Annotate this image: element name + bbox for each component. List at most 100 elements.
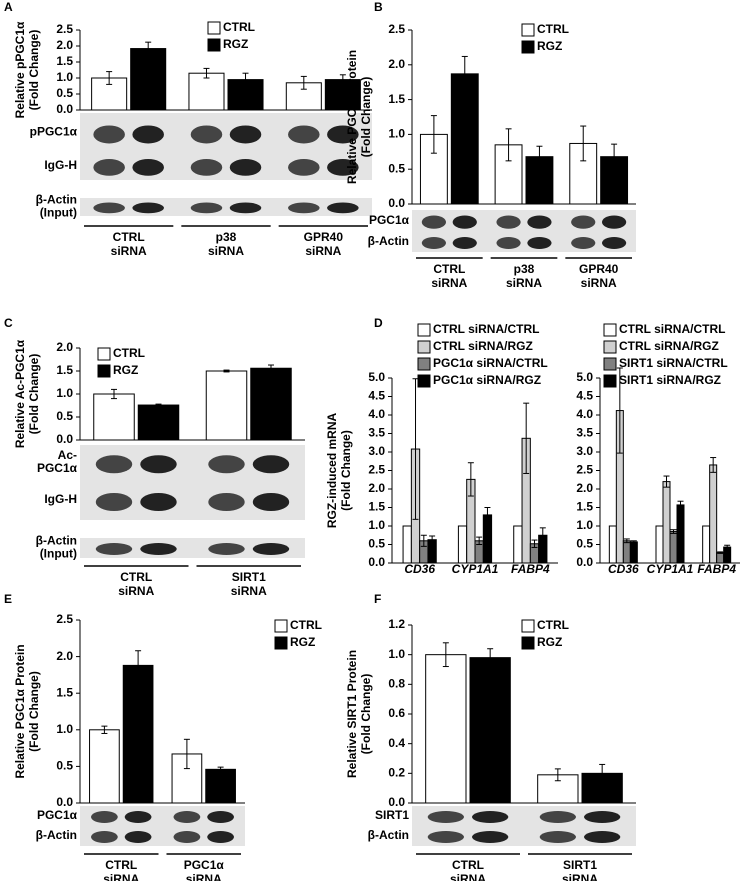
blot-band bbox=[91, 811, 118, 823]
blot bbox=[80, 152, 372, 180]
blot-label: (Input) bbox=[40, 547, 77, 561]
blot-band bbox=[496, 215, 521, 229]
blot-label: β-Actin bbox=[368, 828, 409, 842]
blot-band bbox=[421, 215, 446, 229]
blot-band bbox=[427, 831, 464, 843]
bar bbox=[622, 540, 631, 564]
blot-band bbox=[288, 159, 320, 176]
blot-band bbox=[91, 831, 118, 843]
blot-band bbox=[93, 202, 125, 214]
y-tick-label: 2.5 bbox=[388, 22, 405, 36]
panel-letter: C bbox=[4, 316, 13, 330]
y-axis-title-line: (Fold Change) bbox=[27, 671, 41, 752]
y-axis-title-line: (Fold Change) bbox=[359, 674, 373, 755]
y-tick-label: 2.0 bbox=[56, 340, 73, 354]
blot-band bbox=[327, 125, 359, 144]
blot-band bbox=[252, 493, 290, 511]
y-tick-label: 1.0 bbox=[388, 647, 405, 661]
y-tick-label: 2.5 bbox=[56, 22, 73, 36]
legend-swatch bbox=[521, 40, 535, 54]
blot-band bbox=[208, 493, 245, 511]
blot bbox=[412, 806, 636, 826]
blot-band bbox=[496, 237, 521, 249]
bar bbox=[608, 525, 617, 564]
legend-label: CTRL bbox=[537, 618, 569, 632]
y-tick-label: 4.0 bbox=[576, 407, 593, 421]
y-tick-label: 0.5 bbox=[576, 537, 593, 551]
y-tick-label: 3.0 bbox=[368, 444, 385, 458]
y-tick-label: 2.5 bbox=[368, 463, 385, 477]
y-tick-label: 0.0 bbox=[56, 795, 73, 809]
legend-label: CTRL bbox=[113, 346, 145, 360]
y-tick-label: 2.0 bbox=[56, 649, 73, 663]
blot-band bbox=[584, 831, 621, 843]
x-tick-label: CYP1A1 bbox=[452, 562, 499, 576]
blot-label: pPGC1α bbox=[30, 125, 78, 139]
panel-letter: E bbox=[4, 592, 12, 606]
y-tick-label: 0.2 bbox=[388, 766, 405, 780]
blot-band bbox=[132, 159, 164, 176]
legend-label: SIRT1 siRNA/CTRL bbox=[619, 356, 728, 370]
legend-label: CTRL siRNA/RGZ bbox=[619, 339, 719, 353]
x-tick-label: FABP4 bbox=[697, 562, 736, 576]
panel-letter: A bbox=[4, 0, 13, 14]
x-tick-label: CTRL bbox=[105, 858, 137, 872]
blot-band bbox=[132, 125, 164, 144]
blot-band bbox=[527, 237, 552, 249]
blot-band bbox=[190, 159, 223, 176]
blot-label: PGC1α bbox=[37, 461, 78, 475]
legend-label: CTRL bbox=[290, 618, 322, 632]
legend-swatch bbox=[417, 357, 431, 371]
legend-swatch bbox=[207, 21, 221, 35]
blot-band bbox=[584, 811, 621, 823]
blot-band bbox=[288, 202, 320, 214]
y-axis-title-line: Relative PGC1α Protein bbox=[345, 50, 359, 184]
y-tick-label: 2.0 bbox=[388, 57, 405, 71]
bar bbox=[205, 370, 248, 441]
y-axis-title-line: RGZ-induced mRNA bbox=[325, 413, 339, 529]
y-tick-label: 2.5 bbox=[56, 612, 73, 626]
x-tick-label: CD36 bbox=[404, 562, 435, 576]
legend-label: RGZ bbox=[223, 37, 248, 51]
y-axis-title-line: Relative pPGC1α bbox=[13, 21, 27, 118]
x-tick-label: siRNA bbox=[186, 872, 222, 881]
y-tick-label: 5.0 bbox=[368, 370, 385, 384]
legend-swatch bbox=[603, 357, 617, 371]
bar bbox=[137, 404, 180, 441]
blot-band bbox=[602, 237, 627, 249]
x-tick-label: siRNA bbox=[450, 872, 486, 881]
legend-label: CTRL bbox=[223, 20, 255, 34]
y-tick-label: 0.4 bbox=[388, 736, 405, 750]
blot bbox=[80, 826, 245, 846]
bar bbox=[93, 393, 135, 441]
legend-swatch bbox=[97, 347, 111, 361]
bar bbox=[205, 768, 236, 804]
blot-band bbox=[190, 125, 223, 144]
y-axis-title-line: (Fold Change) bbox=[27, 30, 41, 111]
legend-swatch bbox=[521, 23, 535, 37]
y-tick-label: 1.5 bbox=[388, 92, 405, 106]
blot-band bbox=[472, 831, 509, 843]
legend-swatch bbox=[207, 38, 221, 52]
y-tick-label: 1.0 bbox=[576, 518, 593, 532]
legend-label: RGZ bbox=[113, 363, 138, 377]
y-tick-label: 1.5 bbox=[56, 54, 73, 68]
blot-band bbox=[208, 543, 245, 555]
blot-band bbox=[452, 237, 477, 249]
y-axis-title-line: Relative PGC1α Protein bbox=[13, 644, 27, 778]
legend-label: PGC1α siRNA/RGZ bbox=[433, 373, 541, 387]
blot-band bbox=[252, 543, 290, 555]
x-tick-label: siRNA bbox=[581, 276, 617, 290]
bar bbox=[130, 48, 167, 111]
blot-band bbox=[95, 455, 133, 474]
bar bbox=[450, 73, 479, 205]
blot-band bbox=[140, 543, 177, 555]
y-axis-title: Relative SIRT1 Protein (Fold Change) bbox=[345, 650, 373, 778]
legend-label: CTRL bbox=[537, 22, 569, 36]
y-tick-label: 0.5 bbox=[56, 86, 73, 100]
blot-band bbox=[229, 125, 262, 144]
y-tick-label: 0.6 bbox=[388, 706, 405, 720]
y-tick-label: 1.0 bbox=[56, 386, 73, 400]
y-tick-label: 0.0 bbox=[56, 102, 73, 116]
legend-swatch bbox=[417, 374, 431, 388]
